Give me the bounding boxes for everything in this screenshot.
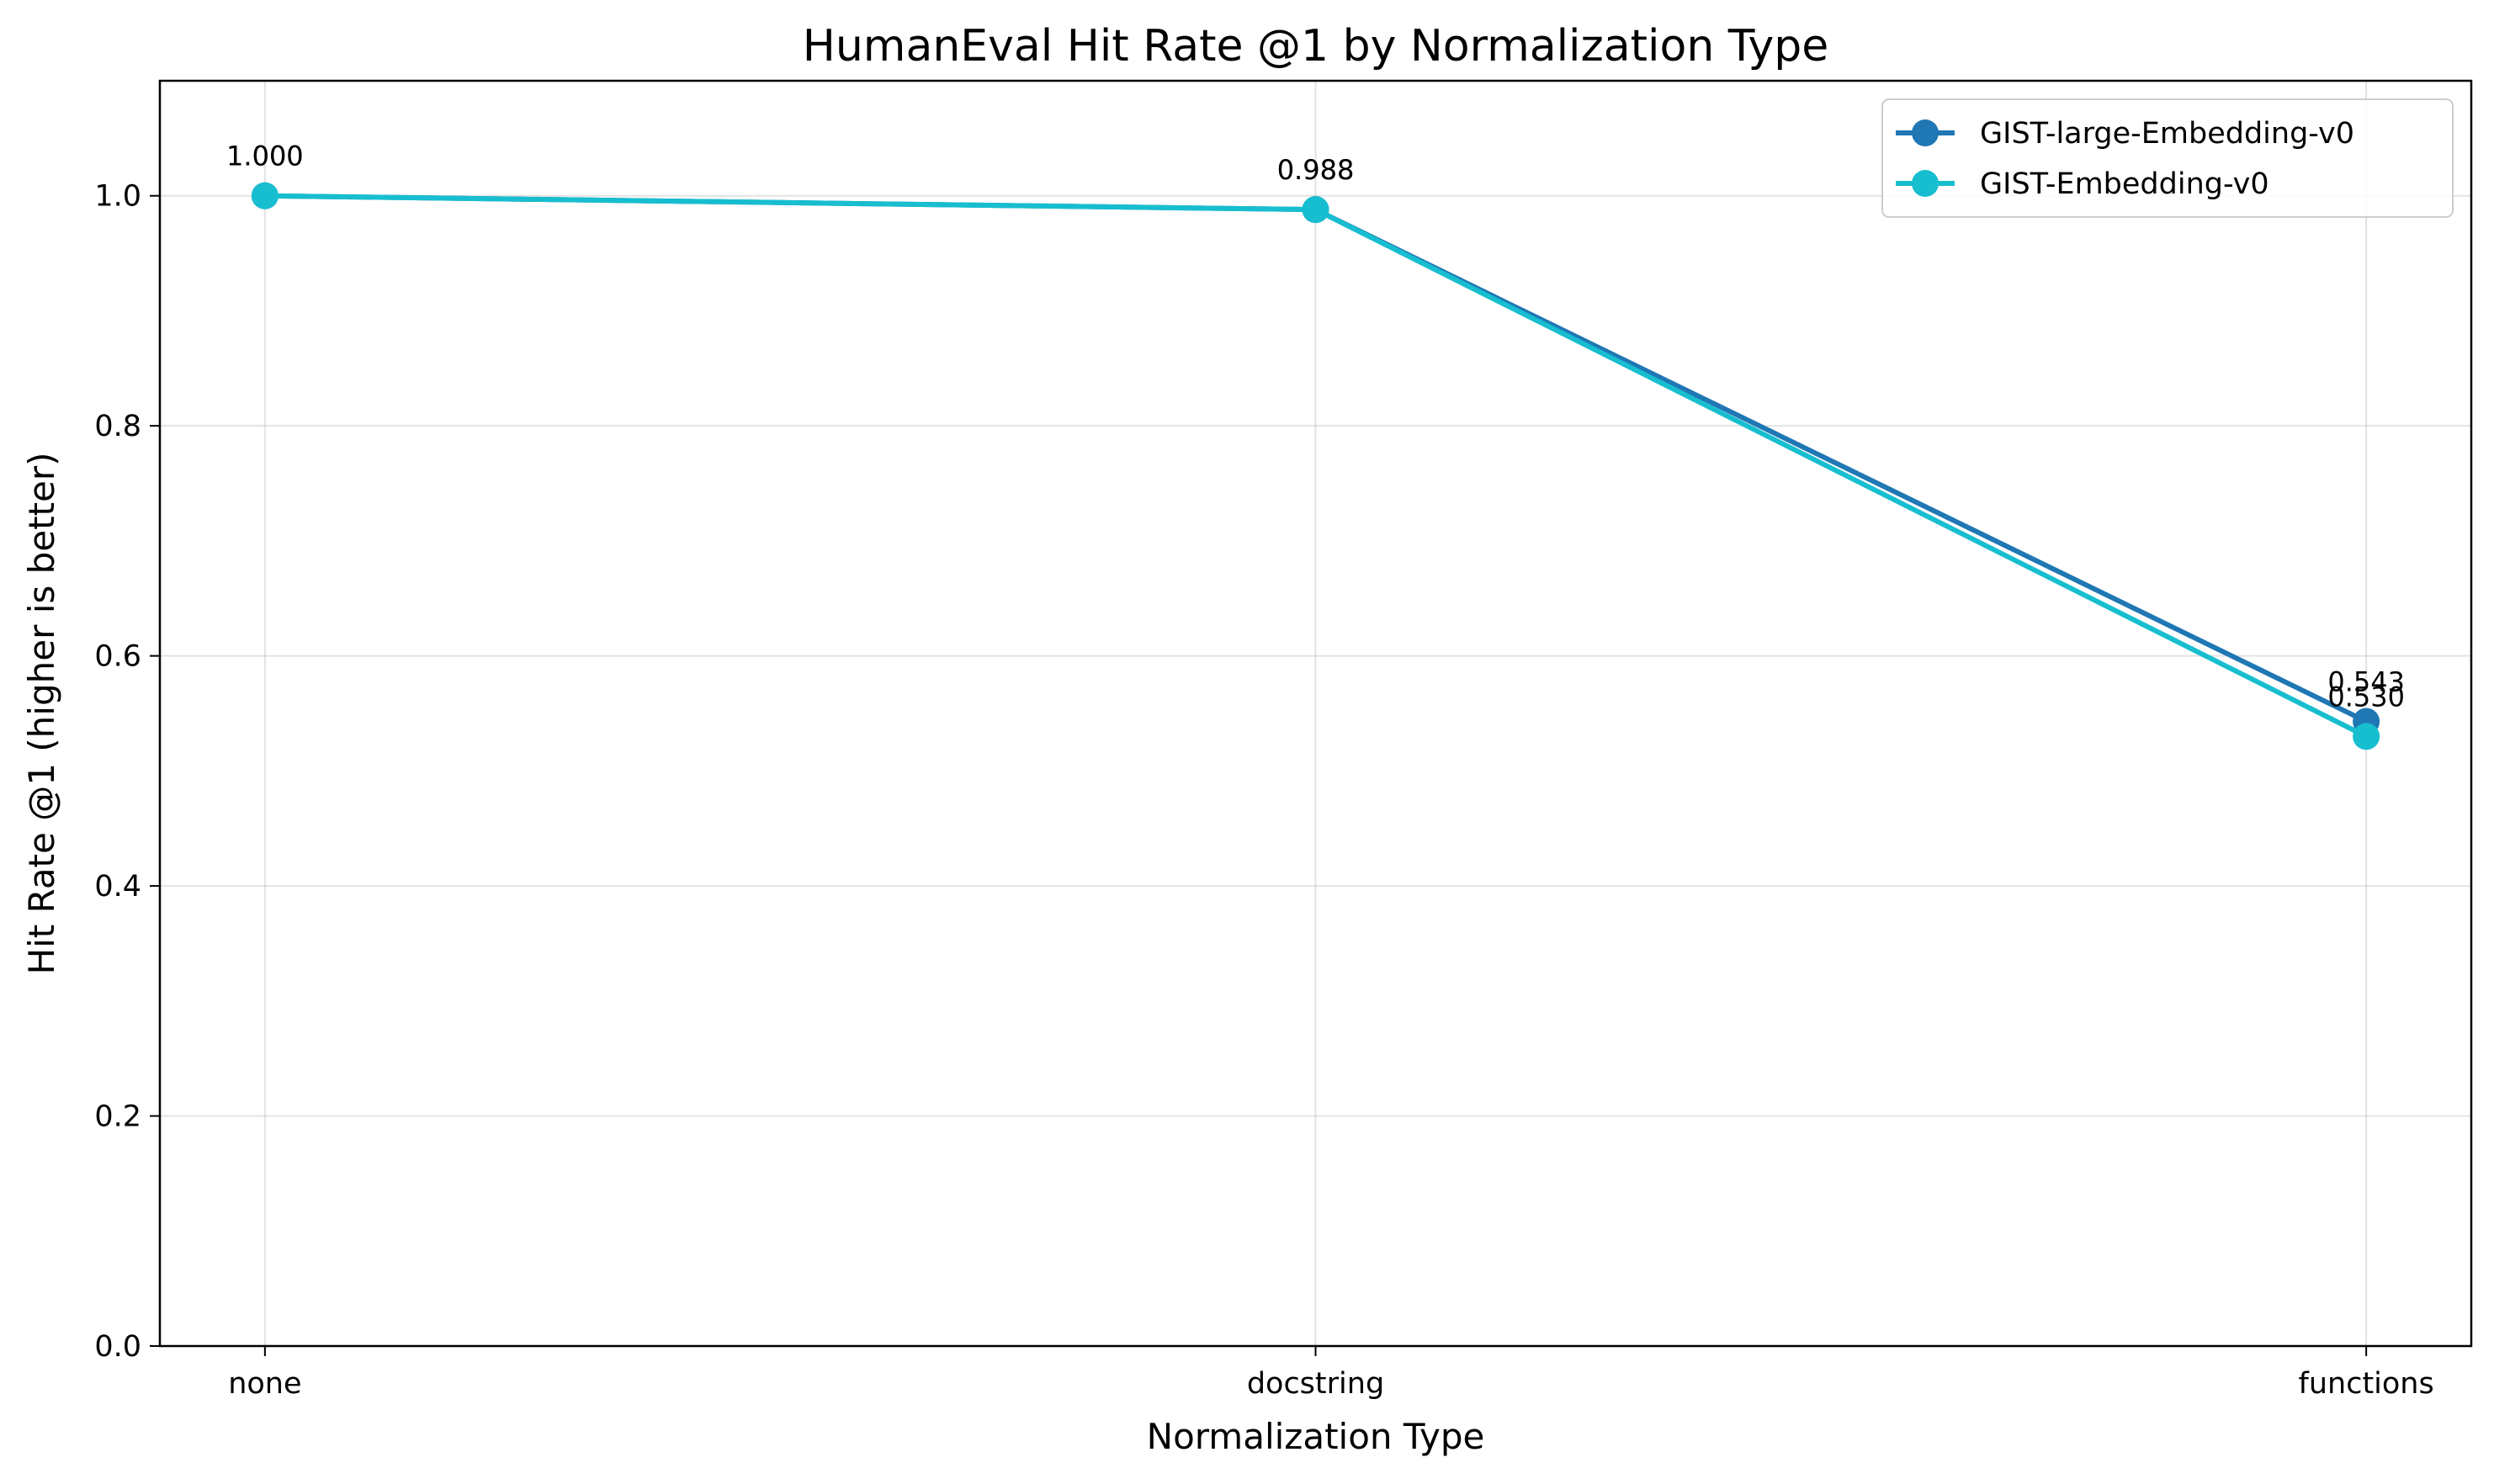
x-axis-label: Normalization Type: [1147, 1416, 1485, 1457]
plot-frame: [158, 79, 2473, 1348]
y-tick-label: 0.2: [94, 1100, 141, 1134]
series-2-point: [251, 182, 279, 209]
y-tick-label: 1.0: [94, 180, 141, 214]
x-tick-label-functions: functions: [2299, 1367, 2434, 1401]
series-2-data-label: 0.988: [1277, 154, 1355, 186]
legend-entry-1: GIST-large-Embedding-v0: [1896, 117, 2354, 151]
chart-title: HumanEval Hit Rate @1 by Normalization T…: [803, 21, 1829, 72]
x-tick-label-docstring: docstring: [1247, 1367, 1384, 1401]
legend-swatch-marker: [1912, 170, 1939, 197]
series-1-data-label: 1.000: [226, 140, 304, 172]
y-tick-label: 0.4: [94, 870, 141, 904]
series-1-data-label: 0.543: [2327, 666, 2405, 698]
y-tick-label: 0.8: [94, 410, 141, 443]
legend-swatch-marker: [1912, 119, 1939, 146]
series-2-point: [2353, 723, 2380, 750]
legend-label: GIST-large-Embedding-v0: [1980, 117, 2354, 151]
series-1-data-label: 0.988: [1277, 154, 1355, 186]
series-2-point: [1302, 196, 1329, 224]
legend-entry-2: GIST-Embedding-v0: [1896, 167, 2269, 201]
series-lines: [251, 182, 2380, 750]
legend-box: [1881, 98, 2454, 218]
x-tick-label-none: none: [228, 1367, 301, 1401]
y-axis-label: Hit Rate @1 (higher is better): [21, 452, 62, 974]
series-2-data-label: 0.530: [2327, 681, 2405, 713]
y-tick-label: 0.6: [94, 640, 141, 674]
legend-label: GIST-Embedding-v0: [1980, 167, 2269, 201]
series-2-data-label: 1.000: [226, 140, 304, 172]
legend: GIST-large-Embedding-v0 GIST-Embedding-v0: [1881, 98, 2454, 218]
axes: 0.0 0.2 0.4 0.6 0.8 1.0 none docstring functions: [94, 180, 2433, 1401]
y-tick-label: 0.0: [94, 1330, 141, 1364]
